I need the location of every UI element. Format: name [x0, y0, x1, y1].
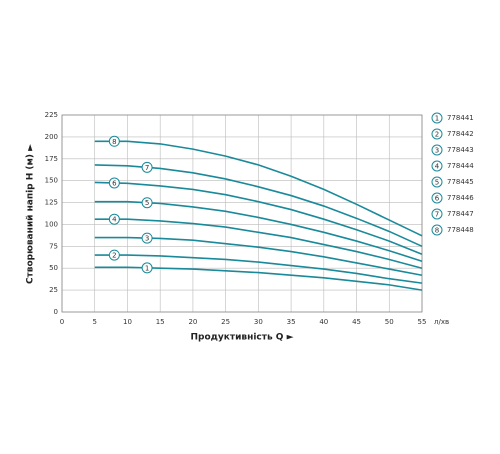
legend-label: 778447	[447, 210, 474, 218]
y-tick-label: 150	[45, 177, 58, 185]
x-tick-label: 45	[352, 318, 361, 326]
series-badge	[108, 135, 120, 147]
series-badge-label: 2	[112, 252, 116, 260]
y-axis-title: Створюваний напір H (м) ►	[25, 144, 36, 284]
x-tick-label: 35	[287, 318, 296, 326]
legend-badge-label: 6	[435, 195, 440, 203]
series-badge-label: 4	[112, 216, 117, 224]
legend-badge	[431, 112, 443, 124]
legend-badge	[431, 144, 443, 156]
series-badge	[141, 262, 153, 274]
legend-badge	[431, 176, 443, 188]
legend-badge	[431, 160, 443, 172]
y-tick-label: 200	[45, 133, 58, 141]
y-tick-label: 25	[49, 286, 58, 294]
x-tick-label: 55	[418, 318, 427, 326]
y-tick-label: 125	[45, 199, 58, 207]
legend-badge	[431, 192, 443, 204]
y-tick-label: 100	[45, 220, 58, 228]
series-badge-label: 5	[145, 199, 149, 207]
legend-label: 778445	[447, 178, 474, 186]
series-line	[94, 254, 423, 284]
series-badge-label: 8	[112, 138, 116, 146]
series-badge	[141, 232, 153, 244]
series-badge	[141, 161, 153, 173]
legend-label: 778443	[447, 146, 474, 154]
series-line	[94, 181, 423, 255]
series-badge	[108, 177, 120, 189]
legend-label: 778444	[447, 162, 474, 170]
legend-label: 778442	[447, 130, 474, 138]
y-tick-label: 75	[49, 242, 58, 250]
legend-label: 778441	[447, 114, 474, 122]
y-tick-label: 50	[49, 264, 58, 272]
x-axis-title: Продуктивність Q ►	[190, 332, 293, 343]
legend-badge	[431, 224, 443, 236]
plot-frame	[61, 114, 423, 313]
x-tick-label: 15	[156, 318, 165, 326]
series-badge-label: 3	[145, 235, 149, 243]
series-badge	[141, 197, 153, 209]
y-tick-label: 225	[45, 111, 58, 119]
x-tick-label: 10	[123, 318, 132, 326]
x-tick-label: 40	[319, 318, 328, 326]
y-tick-label: 0	[54, 308, 58, 316]
series-badge-label: 7	[145, 164, 149, 172]
legend-badge-label: 1	[435, 115, 439, 123]
legend-badge-label: 7	[435, 211, 439, 219]
x-unit: л/хв	[434, 318, 449, 326]
y-tick-label: 175	[45, 155, 58, 163]
x-tick-label: 50	[385, 318, 394, 326]
legend-badge-label: 8	[435, 227, 439, 235]
x-tick-label: 20	[188, 318, 197, 326]
series-badge-label: 1	[145, 264, 149, 272]
legend-badge	[431, 128, 443, 140]
series-line	[94, 218, 423, 269]
legend-badge-label: 5	[435, 179, 439, 187]
series-badge	[108, 249, 120, 261]
legend-badge	[431, 208, 443, 220]
x-tick-label: 25	[221, 318, 230, 326]
x-tick-label: 0	[60, 318, 64, 326]
legend-badge-label: 3	[435, 147, 439, 155]
series-badge-label: 6	[112, 179, 117, 187]
series-badge	[108, 213, 120, 225]
legend-label: 778446	[447, 194, 474, 202]
legend-label: 778448	[447, 226, 474, 234]
series-line	[94, 140, 423, 237]
legend-badge-label: 2	[435, 131, 439, 139]
x-tick-label: 30	[254, 318, 263, 326]
legend-badge-label: 4	[435, 163, 440, 171]
x-tick-label: 5	[92, 318, 96, 326]
